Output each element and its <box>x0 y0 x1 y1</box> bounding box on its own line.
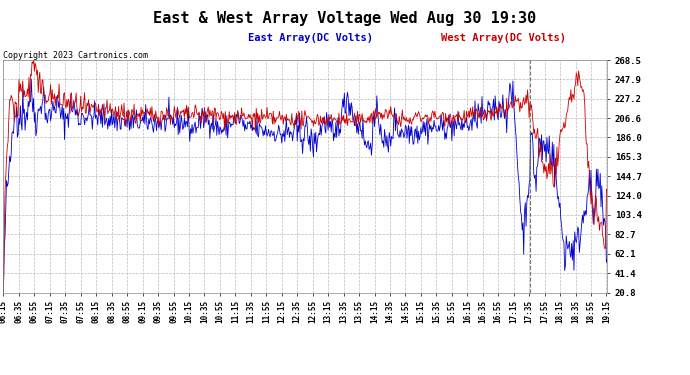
Text: West Array(DC Volts): West Array(DC Volts) <box>441 33 566 43</box>
Text: Copyright 2023 Cartronics.com: Copyright 2023 Cartronics.com <box>3 51 148 60</box>
Text: East Array(DC Volts): East Array(DC Volts) <box>248 33 373 43</box>
Text: East & West Array Voltage Wed Aug 30 19:30: East & West Array Voltage Wed Aug 30 19:… <box>153 11 537 26</box>
